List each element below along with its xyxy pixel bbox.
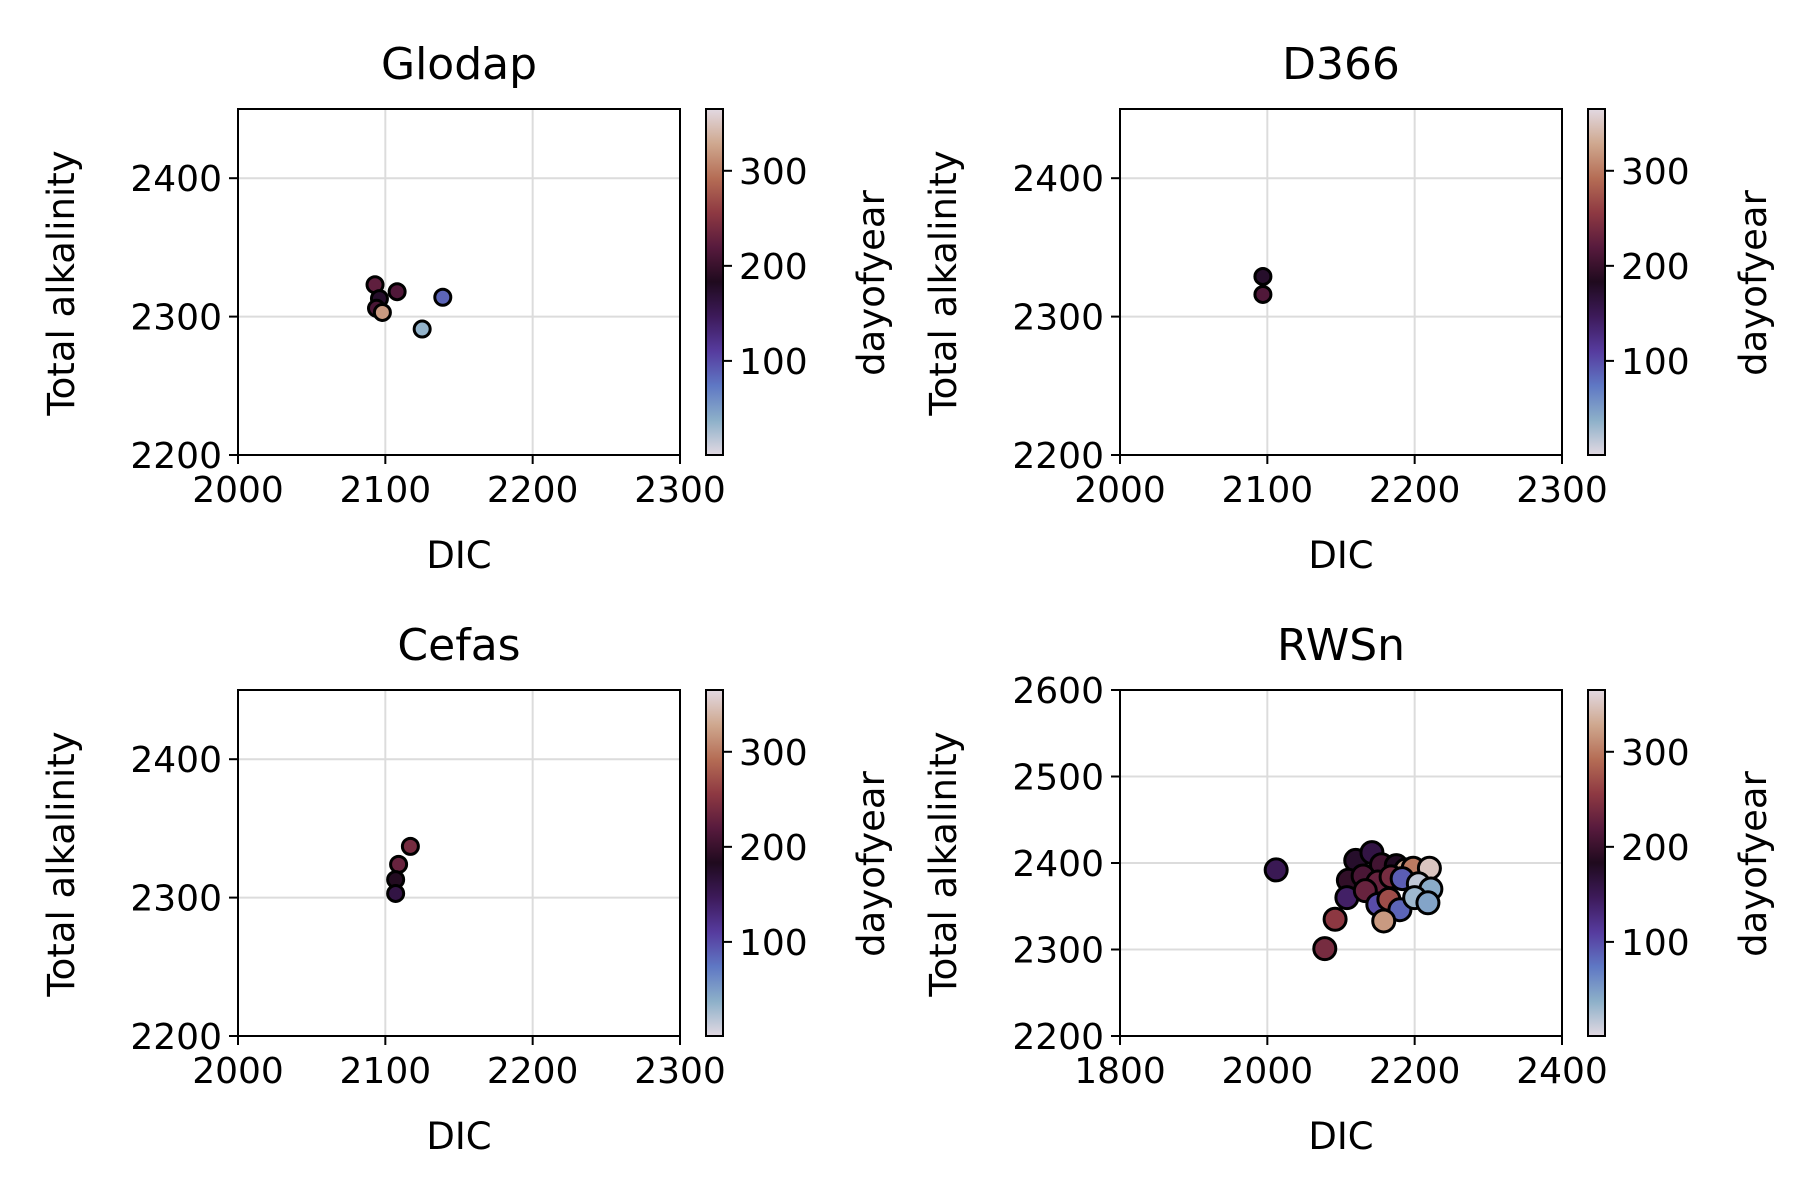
y-tick-label: 2200 [1012,1017,1104,1058]
axes-frame [1119,108,1563,456]
colorbar-label: dayofyear [850,770,893,956]
colorbar [1587,108,1606,456]
x-tick-label: 1800 [1074,1051,1166,1092]
colorbar-tick-label: 200 [739,828,808,869]
data-point [1371,908,1397,934]
panel-rwsn: RWSn DIC Total alkalinity 1800 2000 2200 24… [922,620,1775,1158]
x-axis-label: DIC [426,534,491,577]
data-point [1253,266,1273,286]
colorbar-tick-label: 200 [739,247,808,288]
colorbar-tick-label: 300 [1621,152,1690,193]
colorbar-tick-label: 100 [1621,342,1690,383]
colorbar-tick-label: 100 [739,342,808,383]
y-tick-label: 2400 [1012,159,1104,200]
x-tick-label: 2200 [487,1051,579,1092]
colorbar-tick-label: 300 [1621,733,1690,774]
colorbar-tick-label: 100 [1621,923,1690,964]
y-tick-label: 2400 [130,740,222,781]
x-tick-label: 2200 [487,470,579,511]
axes-frame [237,108,681,456]
data-point [400,836,420,856]
data-point [1263,857,1289,883]
colorbar [705,689,724,1037]
panel-title: RWSn [1277,620,1405,671]
colorbar [1587,689,1606,1037]
data-point [372,302,392,322]
data-point [1415,890,1441,916]
colorbar-tick-label: 200 [1621,828,1690,869]
y-tick-label: 2300 [130,298,222,339]
colorbar-label: dayofyear [850,189,893,375]
x-tick-label: 2300 [1516,470,1608,511]
x-tick-label: 2000 [1074,470,1166,511]
colorbar-tick-label: 300 [739,152,808,193]
x-axis-label: DIC [426,1115,491,1158]
y-tick-label: 2300 [1012,931,1104,972]
x-tick-label: 2100 [340,470,432,511]
colorbar [705,108,724,456]
data-point [389,854,409,874]
panel-title: D366 [1282,39,1400,90]
colorbar-label: dayofyear [1732,770,1775,956]
x-axis-label: DIC [1308,1115,1373,1158]
y-tick-label: 2400 [1012,844,1104,885]
data-point [386,883,406,903]
x-tick-label: 2300 [634,470,726,511]
panel-title: Glodap [381,39,537,90]
x-tick-label: 2200 [1369,470,1461,511]
colorbar-label: dayofyear [1732,189,1775,375]
x-tick-label: 2300 [634,1051,726,1092]
x-tick-label: 2100 [340,1051,432,1092]
y-tick-label: 2600 [1012,671,1104,712]
panel-title: Cefas [397,620,520,671]
panel-glodap: Glodap DIC Total alkalinity 2000 2100 2200… [40,39,893,577]
y-tick-label: 2200 [130,1017,222,1058]
data-point [1322,906,1348,932]
x-tick-label: 2000 [192,470,284,511]
y-tick-label: 2400 [130,159,222,200]
x-tick-label: 2400 [1516,1051,1608,1092]
axes-frame [237,689,681,1037]
y-tick-label: 2300 [130,879,222,920]
data-point [412,319,432,339]
colorbar-tick-label: 100 [739,923,808,964]
y-axis-label: Total alkalinity [40,731,83,997]
x-axis-label: DIC [1308,534,1373,577]
data-point [1312,936,1338,962]
y-tick-label: 2200 [1012,436,1104,477]
data-point [387,282,407,302]
y-axis-label: Total alkalinity [922,150,965,416]
colorbar-tick-label: 200 [1621,247,1690,288]
x-tick-label: 2000 [192,1051,284,1092]
y-tick-label: 2500 [1012,758,1104,799]
panel-cefas: Cefas DIC Total alkalinity 2000 2100 2200 2… [40,620,893,1158]
x-tick-label: 2100 [1222,470,1314,511]
y-tick-label: 2200 [130,436,222,477]
x-tick-label: 2000 [1222,1051,1314,1092]
colorbar-tick-label: 300 [739,733,808,774]
y-axis-label: Total alkalinity [922,731,965,997]
x-tick-label: 2200 [1369,1051,1461,1092]
panel-d366: D366 DIC Total alkalinity 2000 2100 2200 23… [922,39,1775,577]
y-tick-label: 2300 [1012,298,1104,339]
data-point [433,287,453,307]
data-point [1253,284,1273,304]
y-axis-label: Total alkalinity [40,150,83,416]
